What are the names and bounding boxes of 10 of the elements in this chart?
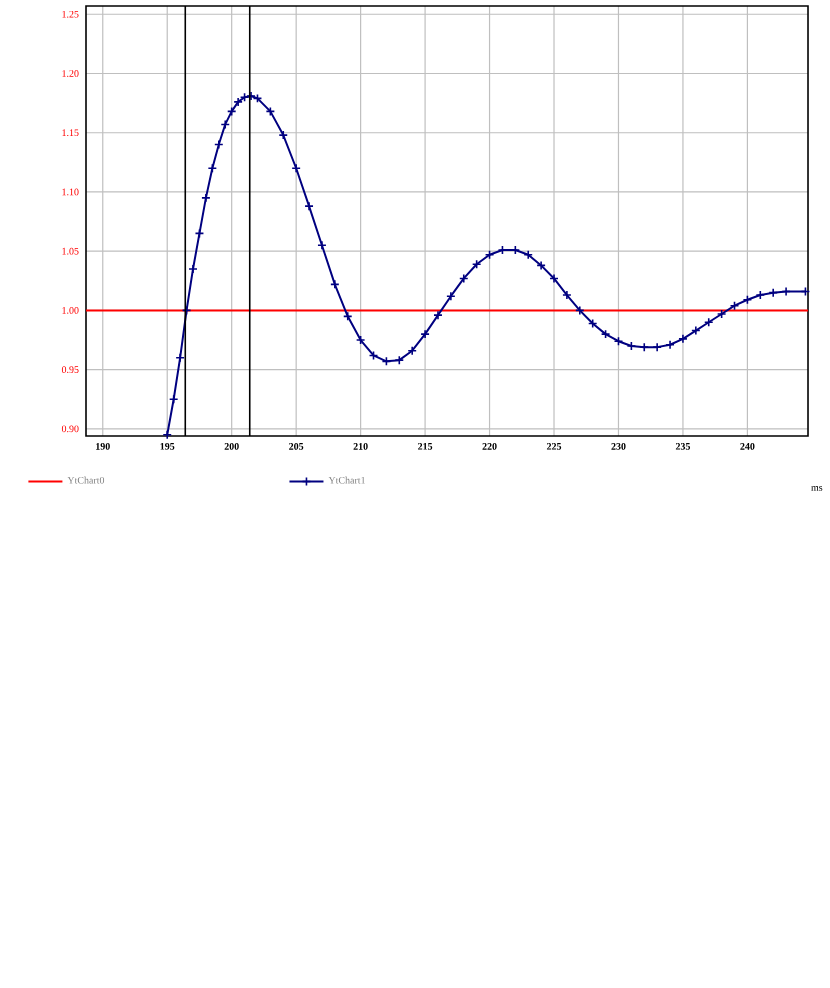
- point: [704, 317, 714, 328]
- point: [665, 339, 676, 350]
- point: [304, 201, 315, 211]
- point: [523, 249, 534, 260]
- point: [420, 329, 431, 339]
- point: [652, 342, 663, 352]
- point: [233, 97, 244, 107]
- point: [278, 130, 289, 140]
- point: [291, 163, 302, 174]
- point: [639, 342, 650, 352]
